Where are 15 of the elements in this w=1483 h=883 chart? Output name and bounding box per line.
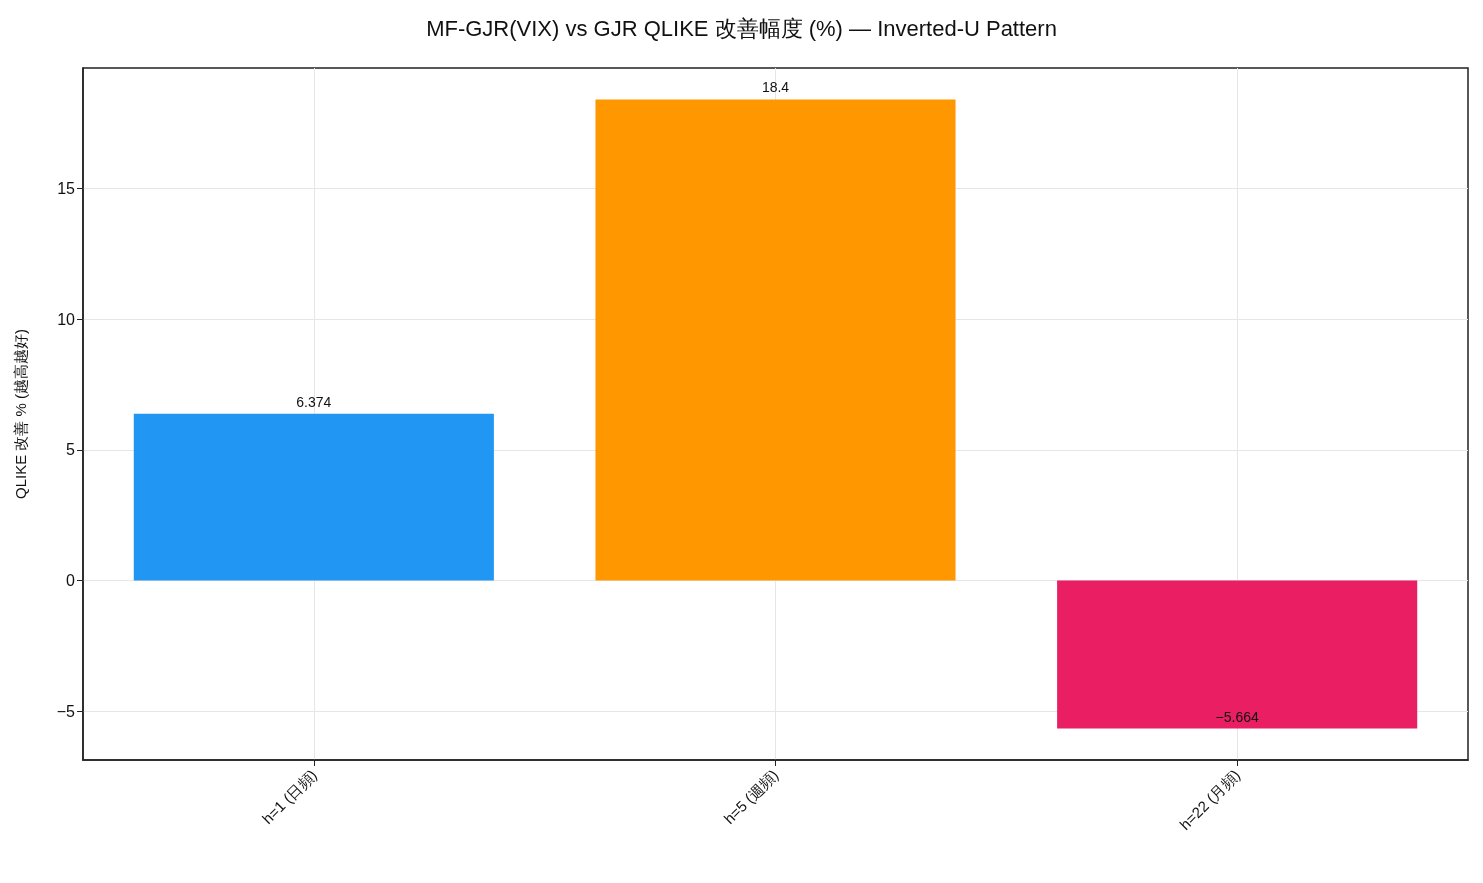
bar [133,413,494,581]
bar [1057,580,1418,729]
x-tick-label: h=5 (週頻) [720,765,782,828]
x-tick-label: h=1 (日頻) [258,765,320,828]
y-tick-label: −5 [56,702,76,720]
y-tick-label: 15 [57,179,76,197]
data-label: 18.4 [761,79,790,96]
y-tick-label: 10 [57,310,76,328]
chart-title: MF-GJR(VIX) vs GJR QLIKE 改善幅度 (%) — Inverted-U Pattern [426,15,1057,41]
bar [595,99,956,581]
y-tick-label: 0 [66,571,76,589]
y-tick-label: 5 [66,441,76,459]
y-axis-title: QLIKE 改善 % (越高越好) [12,328,29,500]
data-label: 6.374 [296,393,332,410]
data-label: −5.664 [1215,708,1259,725]
